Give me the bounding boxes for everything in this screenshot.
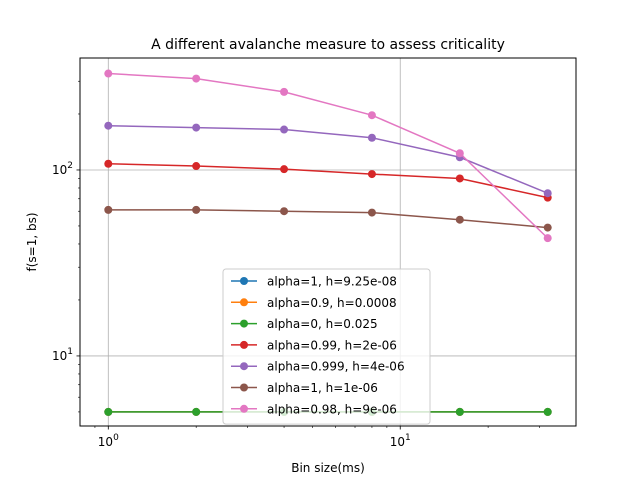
data-point — [367, 133, 376, 142]
legend-label: alpha=0.98, h=9e-06 — [267, 402, 397, 416]
data-point — [280, 87, 289, 96]
data-point — [192, 205, 201, 214]
data-point — [455, 407, 464, 416]
x-tick-exponent: 0 — [113, 433, 119, 443]
data-point — [192, 162, 201, 171]
legend-label: alpha=0.999, h=4e-06 — [267, 360, 405, 374]
data-point — [455, 215, 464, 224]
legend: alpha=1, h=9.25e-08 alpha=0.9, h=0.0008 al… — [222, 268, 431, 425]
x-tick-label: 101 — [390, 433, 411, 449]
plot-frame — [79, 57, 577, 427]
series-line — [108, 209, 548, 229]
legend-label: alpha=1, h=1e-06 — [267, 381, 378, 395]
series-line — [108, 163, 548, 199]
x-tick-base: 10 — [98, 435, 113, 449]
data-point — [280, 207, 289, 216]
y-tick-exponent: 2 — [67, 161, 73, 171]
legend-marker — [240, 298, 248, 307]
legend-label: alpha=0, h=0.025 — [267, 317, 378, 331]
data-point — [280, 165, 289, 174]
legend-label: alpha=0.99, h=2e-06 — [267, 338, 397, 352]
series-line — [108, 72, 549, 239]
data-point — [367, 170, 376, 179]
legend-marker — [240, 319, 248, 328]
x-tick-label: 100 — [98, 433, 119, 449]
y-tick-base: 10 — [52, 349, 67, 363]
y-axis-title: f(s=1, bs) — [25, 212, 39, 271]
y-tick-label: 102 — [52, 161, 73, 177]
legend-marker — [240, 362, 248, 371]
legend-label: alpha=0.9, h=0.0008 — [267, 296, 397, 310]
data-point — [192, 123, 201, 132]
data-point — [367, 111, 376, 120]
x-tick-exponent: 1 — [405, 433, 411, 443]
y-tick-exponent: 1 — [67, 347, 73, 357]
legend-marker — [240, 404, 248, 413]
legend-marker — [240, 340, 248, 349]
data-point — [543, 189, 552, 198]
data-point — [104, 121, 113, 130]
data-point — [280, 125, 289, 134]
legend-marker — [240, 383, 248, 392]
data-point — [455, 149, 464, 158]
data-point — [455, 174, 464, 183]
legend-box — [222, 268, 431, 425]
y-tick-base: 10 — [52, 163, 67, 177]
series-line — [108, 124, 548, 194]
data-point — [367, 208, 376, 217]
data-point — [192, 407, 201, 416]
chart-title: A different avalanche measure to assess … — [151, 37, 505, 53]
data-point — [543, 223, 552, 232]
data-point — [192, 74, 201, 83]
legend-label: alpha=1, h=9.25e-08 — [267, 275, 397, 289]
data-point — [104, 205, 113, 214]
x-tick-base: 10 — [390, 435, 405, 449]
data-point — [543, 234, 552, 243]
data-point — [104, 407, 113, 416]
legend-marker — [240, 277, 248, 285]
x-axis-title: Bin size(ms) — [291, 461, 365, 475]
data-point — [104, 159, 113, 168]
data-point — [543, 407, 552, 416]
y-tick-label: 101 — [52, 347, 73, 363]
data-point — [104, 69, 113, 78]
